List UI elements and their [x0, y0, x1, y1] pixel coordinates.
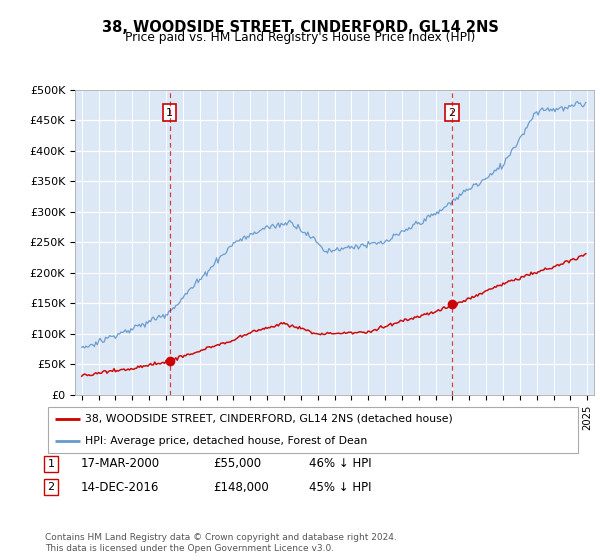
- FancyBboxPatch shape: [47, 408, 578, 452]
- Text: Contains HM Land Registry data © Crown copyright and database right 2024.
This d: Contains HM Land Registry data © Crown c…: [45, 533, 397, 553]
- Text: 2: 2: [448, 108, 455, 118]
- Text: 17-MAR-2000: 17-MAR-2000: [81, 457, 160, 470]
- Text: Price paid vs. HM Land Registry's House Price Index (HPI): Price paid vs. HM Land Registry's House …: [125, 31, 475, 44]
- Text: 38, WOODSIDE STREET, CINDERFORD, GL14 2NS: 38, WOODSIDE STREET, CINDERFORD, GL14 2N…: [101, 20, 499, 35]
- Text: 2: 2: [47, 482, 55, 492]
- Text: £148,000: £148,000: [213, 480, 269, 494]
- Text: 1: 1: [47, 459, 55, 469]
- Text: £55,000: £55,000: [213, 457, 261, 470]
- Text: 1: 1: [166, 108, 173, 118]
- Text: 14-DEC-2016: 14-DEC-2016: [81, 480, 160, 494]
- Text: HPI: Average price, detached house, Forest of Dean: HPI: Average price, detached house, Fore…: [85, 436, 368, 446]
- Text: 46% ↓ HPI: 46% ↓ HPI: [309, 457, 371, 470]
- Text: 38, WOODSIDE STREET, CINDERFORD, GL14 2NS (detached house): 38, WOODSIDE STREET, CINDERFORD, GL14 2N…: [85, 414, 453, 424]
- Text: 45% ↓ HPI: 45% ↓ HPI: [309, 480, 371, 494]
